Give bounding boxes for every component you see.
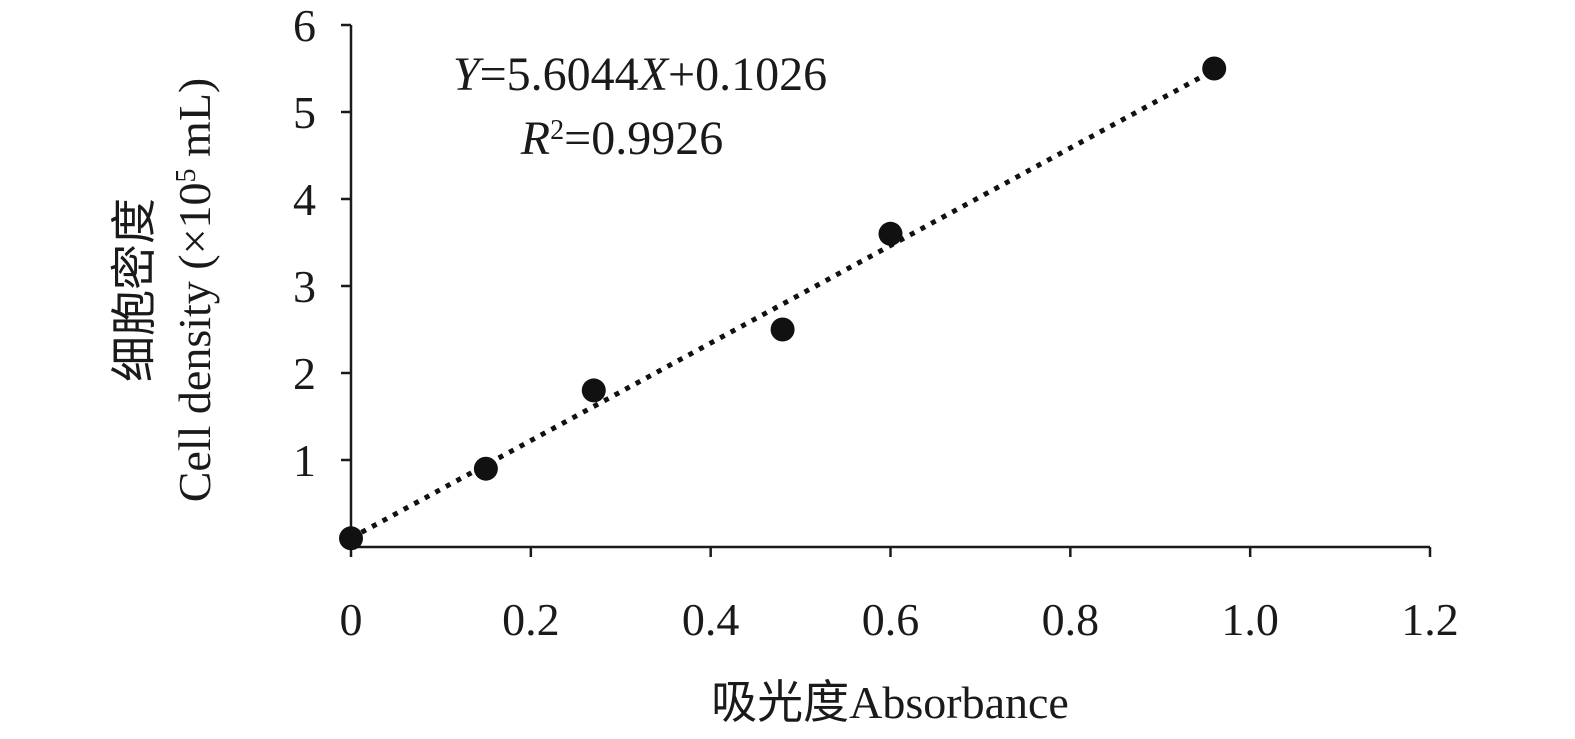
- y-tick-label: 2: [293, 348, 316, 399]
- data-point: [581, 378, 606, 403]
- x-tick-label: 1.0: [1221, 594, 1279, 645]
- y-tick-label: 4: [293, 174, 316, 225]
- x-tick-labels: 0 0.2 0.4 0.6 0.8 1.0 1.2: [340, 594, 1459, 645]
- x-tick-label: 0.6: [862, 594, 920, 645]
- y-axis-title: 细胞密度 Cell density (×105 mL): [109, 78, 220, 503]
- data-points: [339, 56, 1227, 551]
- y-axis-title-line1: 细胞密度: [109, 198, 160, 382]
- x-tick-label: 1.2: [1401, 594, 1459, 645]
- x-tick-label: 0.4: [682, 594, 740, 645]
- data-point: [339, 526, 363, 551]
- y-tick-label: 6: [293, 0, 316, 51]
- data-point: [1202, 56, 1227, 81]
- regression-equation: Y=5.6044X+0.1026: [453, 48, 827, 101]
- x-axis-title: 吸光度Absorbance: [711, 677, 1069, 728]
- y-tick-label: 3: [293, 261, 316, 312]
- trendline-group: [349, 67, 1216, 541]
- x-tick-label: 0: [340, 594, 363, 645]
- y-axis-title-line2: Cell density (×105 mL): [169, 78, 220, 503]
- y-tick-label: 1: [293, 435, 316, 486]
- x-tick-label: 0.8: [1042, 594, 1100, 645]
- axes: [349, 25, 1430, 549]
- y-tick-label: 5: [293, 87, 316, 138]
- x-tick-label: 0.2: [502, 594, 560, 645]
- data-point: [473, 456, 498, 481]
- r-squared-annotation: R2=0.9926: [520, 112, 723, 165]
- y-tick-labels: 1 2 3 4 5 6: [293, 0, 316, 486]
- tick-marks: [341, 23, 1432, 557]
- data-point: [878, 221, 903, 246]
- trendline: [349, 67, 1216, 541]
- data-point: [770, 317, 795, 342]
